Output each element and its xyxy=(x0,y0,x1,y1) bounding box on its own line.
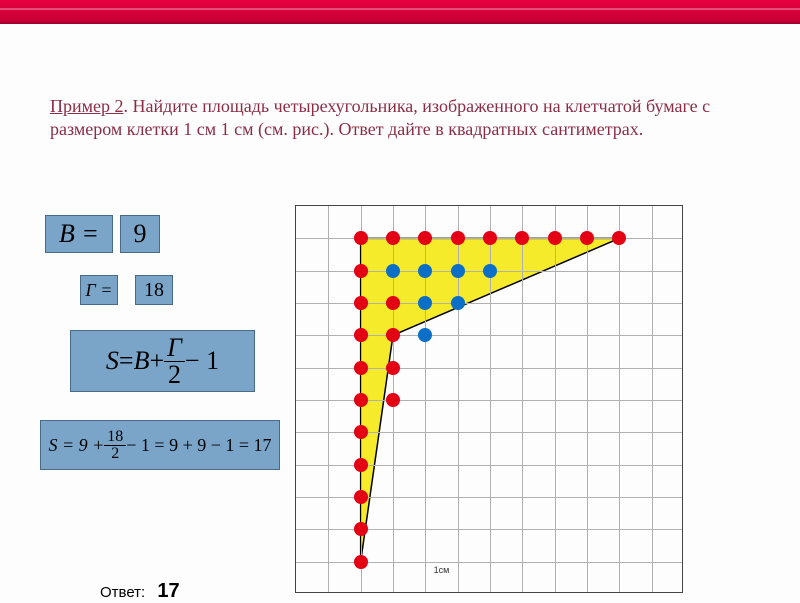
boundary-point xyxy=(354,425,368,439)
boundary-point xyxy=(386,231,400,245)
gridline-v xyxy=(522,206,523,592)
interior-point xyxy=(451,264,465,278)
boundary-point xyxy=(451,231,465,245)
G-label: Г = xyxy=(86,280,113,301)
interior-point xyxy=(451,296,465,310)
answer-label: Ответ: xyxy=(100,584,145,601)
f-m1: − 1 xyxy=(185,346,219,376)
boundary-point xyxy=(354,296,368,310)
example-title: Пример 2 xyxy=(50,96,124,116)
f-frac: Г 2 xyxy=(164,335,185,388)
problem-text: . Найдите площадь четырехугольника, изоб… xyxy=(50,96,710,139)
G-value: 18 xyxy=(144,279,164,302)
boundary-point xyxy=(580,231,594,245)
interior-point xyxy=(386,264,400,278)
B-label: В = xyxy=(59,219,99,249)
interior-point xyxy=(483,264,497,278)
gridline-v xyxy=(619,206,620,592)
boundary-point xyxy=(386,393,400,407)
interior-point xyxy=(418,264,432,278)
f-B: B xyxy=(134,346,150,376)
answer-value: 17 xyxy=(157,580,179,602)
f-2: 2 xyxy=(165,362,184,388)
c-num: 18 xyxy=(104,429,126,446)
problem-statement: Пример 2. Найдите площадь четырехугольни… xyxy=(50,95,750,142)
boundary-point xyxy=(386,328,400,342)
boundary-point xyxy=(483,231,497,245)
box-G-label: Г = xyxy=(80,275,118,305)
B-value: 9 xyxy=(134,219,147,249)
boundary-point xyxy=(354,328,368,342)
box-B-label: В = xyxy=(45,215,113,253)
gridline-v xyxy=(652,206,653,592)
boundary-point xyxy=(354,393,368,407)
boundary-point xyxy=(418,231,432,245)
c-den: 2 xyxy=(108,446,122,462)
box-G-value: 18 xyxy=(135,275,173,305)
boundary-point xyxy=(612,231,626,245)
boundary-point xyxy=(354,458,368,472)
boundary-point xyxy=(354,361,368,375)
boundary-point xyxy=(515,231,529,245)
f-S: S xyxy=(106,346,119,376)
boundary-point xyxy=(386,296,400,310)
f-plus: + xyxy=(149,346,164,376)
boundary-point xyxy=(548,231,562,245)
boundary-point xyxy=(354,522,368,536)
interior-point xyxy=(418,328,432,342)
gridline-v xyxy=(555,206,556,592)
c-frac: 18 2 xyxy=(104,429,126,462)
boundary-point xyxy=(354,555,368,569)
boundary-point xyxy=(354,264,368,278)
boundary-point xyxy=(354,490,368,504)
box-calculation: S = 9 + 18 2 − 1 = 9 + 9 − 1 = 17 xyxy=(40,420,280,470)
interior-point xyxy=(418,296,432,310)
c-lead: S = 9 + xyxy=(48,435,104,456)
box-B-value: 9 xyxy=(120,215,160,253)
grid-figure: 1см xyxy=(295,205,683,593)
boundary-point xyxy=(386,361,400,375)
box-picks-formula: S = B + Г 2 − 1 xyxy=(70,330,255,392)
f-eq: = xyxy=(119,346,134,376)
slide-content: Пример 2. Найдите площадь четырехугольни… xyxy=(0,40,800,600)
c-tail: − 1 = 9 + 9 − 1 = 17 xyxy=(126,435,271,456)
top-accent-bar xyxy=(0,0,800,24)
f-G: Г xyxy=(164,335,185,362)
boundary-point xyxy=(354,231,368,245)
gridline-v xyxy=(587,206,588,592)
